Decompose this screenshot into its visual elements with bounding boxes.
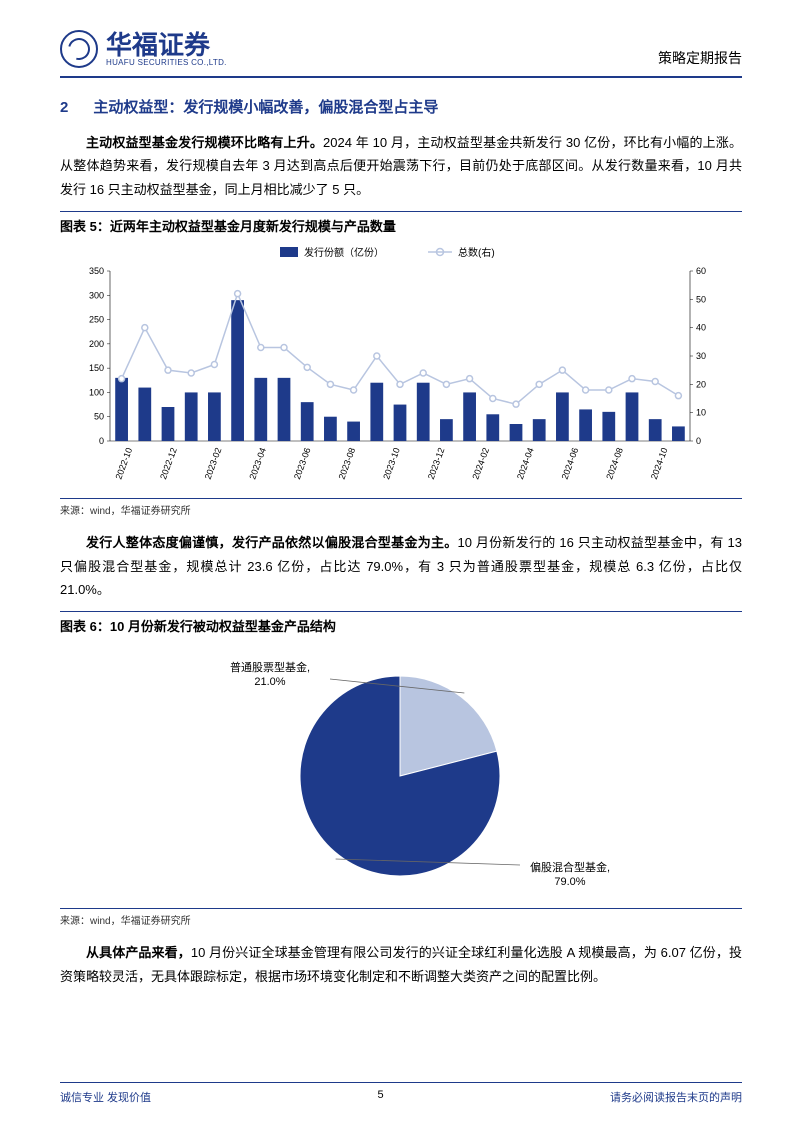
svg-text:350: 350: [89, 266, 104, 276]
footer-right: 请务必阅读报告末页的声明: [610, 1089, 742, 1105]
page-header: 华福证券 HUAFU SECURITIES CO.,LTD. 策略定期报告: [60, 30, 742, 78]
svg-text:300: 300: [89, 290, 104, 300]
svg-text:2023-06: 2023-06: [292, 446, 313, 480]
svg-text:2022-10: 2022-10: [113, 446, 134, 480]
svg-text:50: 50: [94, 412, 104, 422]
footer-page-number: 5: [377, 1089, 383, 1105]
svg-text:200: 200: [89, 339, 104, 349]
svg-text:发行份额（亿份）: 发行份额（亿份）: [304, 246, 384, 259]
svg-text:总数(右): 总数(右): [458, 246, 495, 259]
chart5-svg: 发行份额（亿份） 总数(右) 0 50 100 150 200 250 300 350 0 10 20 3…: [60, 241, 740, 491]
chart6-title: 图表 6：10 月份新发行被动权益型基金产品结构: [60, 611, 742, 635]
chart5-container: 发行份额（亿份） 总数(右) 0 50 100 150 200 250 300 350 0 10 20 3…: [60, 241, 742, 494]
svg-text:50: 50: [696, 295, 706, 305]
chart6-container: 普通股票型基金, 21.0% 偏股混合型基金, 79.0%: [60, 641, 742, 904]
svg-text:10: 10: [696, 408, 706, 418]
svg-text:21.0%: 21.0%: [254, 676, 285, 688]
svg-text:20: 20: [696, 380, 706, 390]
svg-text:60: 60: [696, 266, 706, 276]
paragraph-3: 从具体产品来看，10 月份兴证全球基金管理有限公司发行的兴证全球红利量化选股 A…: [60, 941, 742, 988]
logo-cn: 华福证券: [106, 32, 227, 58]
svg-text:2023-10: 2023-10: [381, 446, 402, 480]
svg-text:2023-02: 2023-02: [203, 446, 224, 480]
svg-text:0: 0: [696, 436, 701, 446]
paragraph-2: 发行人整体态度偏谨慎，发行产品依然以偏股混合型基金为主。10 月份新发行的 16…: [60, 531, 742, 601]
svg-text:2022-12: 2022-12: [158, 446, 179, 480]
chart6-source: 来源：wind，华福证券研究所: [60, 908, 742, 927]
logo-block: 华福证券 HUAFU SECURITIES CO.,LTD.: [60, 30, 227, 68]
svg-text:100: 100: [89, 388, 104, 398]
svg-text:30: 30: [696, 351, 706, 361]
svg-text:150: 150: [89, 363, 104, 373]
footer-left: 诚信专业 发现价值: [60, 1089, 151, 1105]
svg-text:40: 40: [696, 323, 706, 333]
svg-text:250: 250: [89, 315, 104, 325]
svg-text:79.0%: 79.0%: [554, 876, 585, 888]
svg-text:2024-10: 2024-10: [649, 446, 670, 480]
para2-lead: 发行人整体态度偏谨慎，发行产品依然以偏股混合型基金为主。: [86, 535, 458, 550]
para3-lead: 从具体产品来看，: [86, 945, 191, 960]
section-heading: 主动权益型：发行规模小幅改善，偏股混合型占主导: [93, 99, 438, 116]
svg-text:2023-12: 2023-12: [426, 446, 447, 480]
section-number: 2: [60, 99, 68, 116]
logo-en: HUAFU SECURITIES CO.,LTD.: [106, 58, 227, 67]
svg-text:2024-04: 2024-04: [515, 446, 536, 480]
svg-text:2023-04: 2023-04: [247, 446, 268, 480]
chart6-svg: 普通股票型基金, 21.0% 偏股混合型基金, 79.0%: [60, 641, 740, 901]
svg-text:0: 0: [99, 436, 104, 446]
logo-icon: [60, 30, 98, 68]
chart5-title: 图表 5：近两年主动权益型基金月度新发行规模与产品数量: [60, 211, 742, 235]
svg-text:2023-08: 2023-08: [337, 446, 358, 480]
header-doc-type: 策略定期报告: [658, 48, 742, 68]
section-title: 2 主动权益型：发行规模小幅改善，偏股混合型占主导: [60, 96, 742, 117]
svg-text:2024-02: 2024-02: [470, 446, 491, 480]
svg-text:2024-06: 2024-06: [560, 446, 581, 480]
para1-lead: 主动权益型基金发行规模环比略有上升。: [86, 135, 323, 150]
paragraph-1: 主动权益型基金发行规模环比略有上升。2024 年 10 月，主动权益型基金共新发…: [60, 131, 742, 201]
chart5-source: 来源：wind，华福证券研究所: [60, 498, 742, 517]
page-footer: 诚信专业 发现价值 5 请务必阅读报告末页的声明: [60, 1082, 742, 1105]
svg-text:2024-08: 2024-08: [604, 446, 625, 480]
svg-text:偏股混合型基金,: 偏股混合型基金,: [530, 860, 610, 874]
svg-text:普通股票型基金,: 普通股票型基金,: [230, 660, 310, 674]
